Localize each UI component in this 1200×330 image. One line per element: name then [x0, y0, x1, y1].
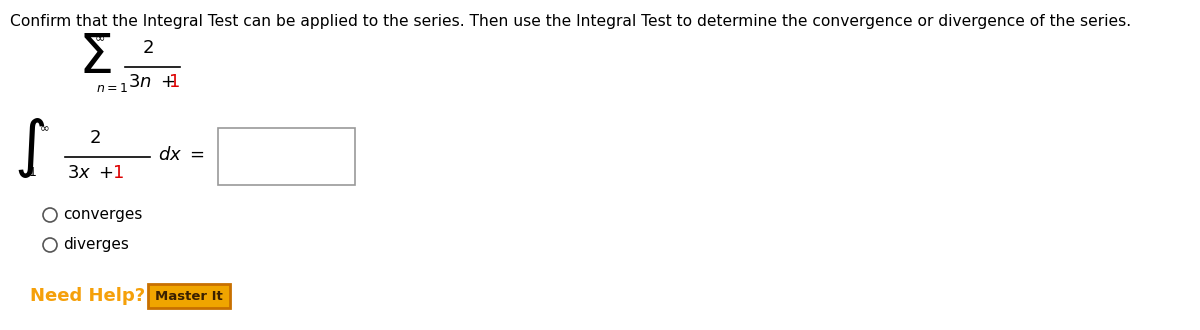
Text: $2$: $2$ [89, 129, 101, 147]
Text: $3n\ +\ $: $3n\ +\ $ [128, 73, 175, 91]
Text: $n = 1$: $n = 1$ [96, 82, 128, 94]
Text: Need Help?: Need Help? [30, 287, 145, 305]
Text: Master It: Master It [155, 289, 223, 303]
Text: $\infty$: $\infty$ [38, 121, 49, 135]
Text: $3x\ +\ $: $3x\ +\ $ [67, 164, 114, 182]
Text: diverges: diverges [64, 238, 128, 252]
Text: $dx\ =$: $dx\ =$ [158, 146, 204, 164]
Text: $1$: $1$ [28, 166, 37, 179]
Text: $1$: $1$ [168, 73, 180, 91]
Text: $\Sigma$: $\Sigma$ [78, 31, 112, 85]
Text: $1$: $1$ [112, 164, 124, 182]
Text: Confirm that the Integral Test can be applied to the series. Then use the Integr: Confirm that the Integral Test can be ap… [10, 14, 1132, 29]
Text: $2$: $2$ [142, 39, 154, 57]
Text: converges: converges [64, 208, 143, 222]
Text: $\int$: $\int$ [14, 116, 46, 180]
Text: $\infty$: $\infty$ [95, 31, 106, 45]
